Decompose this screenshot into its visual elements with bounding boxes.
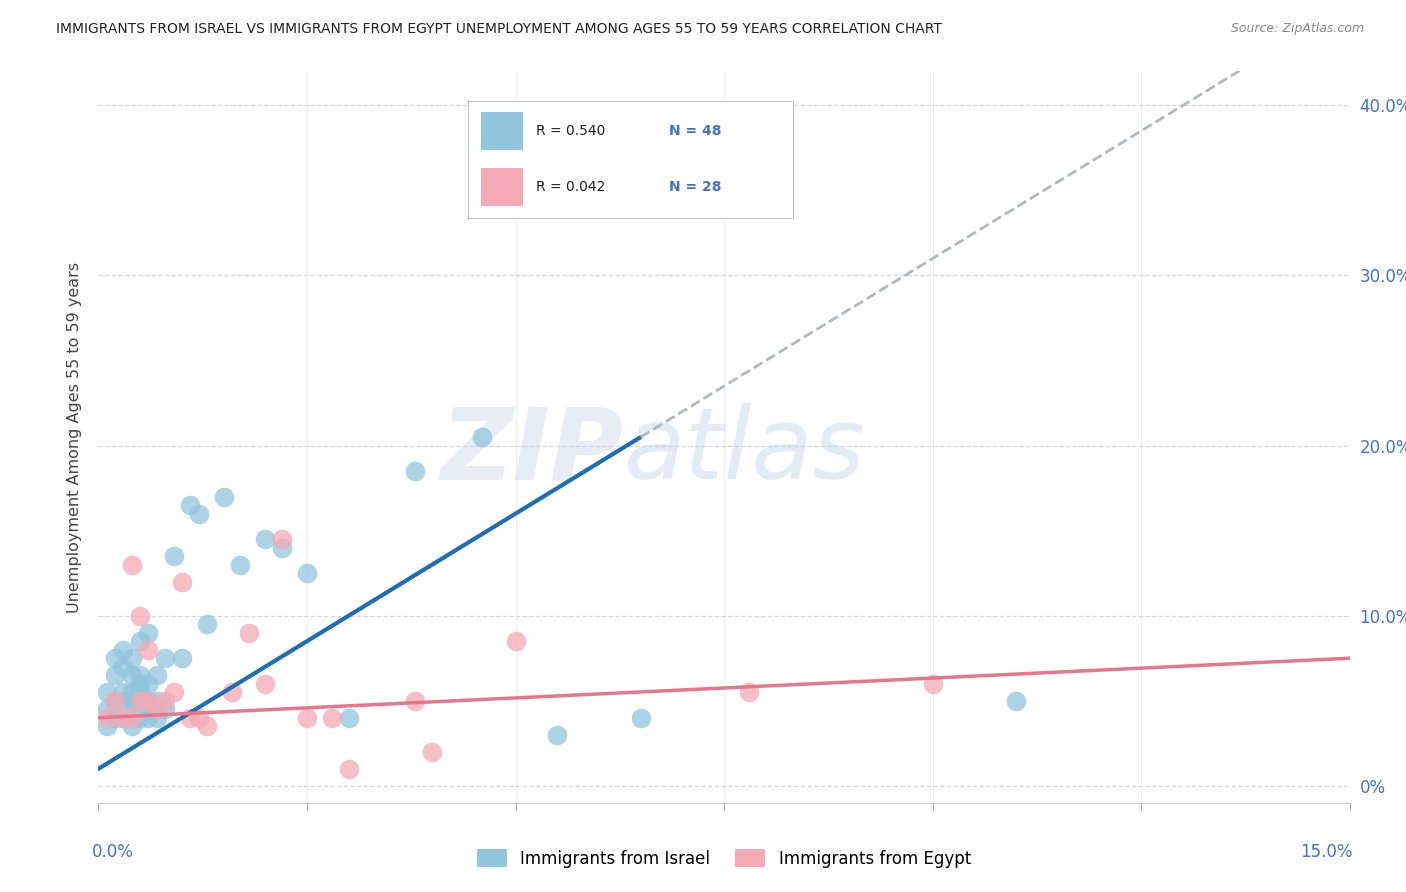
Point bbox=[129, 694, 152, 708]
Point bbox=[254, 532, 277, 546]
Point bbox=[96, 711, 118, 725]
Point bbox=[921, 677, 943, 691]
Point bbox=[96, 702, 118, 716]
Point bbox=[162, 549, 184, 563]
Point bbox=[404, 694, 426, 708]
Point bbox=[112, 685, 135, 699]
Text: Source: ZipAtlas.com: Source: ZipAtlas.com bbox=[1230, 22, 1364, 36]
Point bbox=[321, 711, 343, 725]
Point bbox=[1005, 694, 1028, 708]
Point bbox=[471, 430, 494, 444]
Legend: Immigrants from Israel, Immigrants from Egypt: Immigrants from Israel, Immigrants from … bbox=[477, 849, 972, 868]
Point bbox=[138, 677, 160, 691]
Point bbox=[505, 634, 527, 648]
Point bbox=[129, 634, 152, 648]
Point bbox=[129, 608, 152, 623]
Point bbox=[179, 711, 201, 725]
Point bbox=[121, 651, 143, 665]
Point bbox=[153, 702, 176, 716]
Point bbox=[738, 685, 761, 699]
Point bbox=[254, 677, 277, 691]
Point bbox=[138, 625, 160, 640]
Point bbox=[121, 558, 143, 572]
Text: IMMIGRANTS FROM ISRAEL VS IMMIGRANTS FROM EGYPT UNEMPLOYMENT AMONG AGES 55 TO 59: IMMIGRANTS FROM ISRAEL VS IMMIGRANTS FRO… bbox=[56, 22, 942, 37]
Point bbox=[146, 668, 169, 682]
Point bbox=[112, 694, 135, 708]
Point bbox=[104, 694, 127, 708]
Point bbox=[129, 711, 152, 725]
Point bbox=[121, 719, 143, 733]
Text: atlas: atlas bbox=[624, 403, 866, 500]
Text: ZIP: ZIP bbox=[441, 403, 624, 500]
Point bbox=[96, 719, 118, 733]
Point bbox=[129, 685, 152, 699]
Point bbox=[104, 651, 127, 665]
Point bbox=[138, 711, 160, 725]
Point bbox=[112, 711, 135, 725]
Point bbox=[104, 711, 127, 725]
Point bbox=[104, 668, 127, 682]
Point bbox=[138, 694, 160, 708]
Point bbox=[104, 694, 127, 708]
Point bbox=[129, 668, 152, 682]
Point bbox=[112, 659, 135, 673]
Point bbox=[229, 558, 252, 572]
Point bbox=[271, 532, 294, 546]
Point bbox=[337, 711, 360, 725]
Point bbox=[138, 694, 160, 708]
Point bbox=[146, 711, 169, 725]
Point bbox=[112, 711, 135, 725]
Point bbox=[129, 702, 152, 716]
Point bbox=[146, 694, 169, 708]
Point bbox=[546, 728, 568, 742]
Point bbox=[195, 617, 218, 632]
Y-axis label: Unemployment Among Ages 55 to 59 years: Unemployment Among Ages 55 to 59 years bbox=[66, 261, 82, 613]
Point bbox=[96, 685, 118, 699]
Point bbox=[630, 711, 652, 725]
Text: 15.0%: 15.0% bbox=[1301, 843, 1353, 861]
Point bbox=[187, 507, 209, 521]
Point bbox=[295, 711, 318, 725]
Text: 0.0%: 0.0% bbox=[91, 843, 134, 861]
Point bbox=[170, 651, 193, 665]
Point bbox=[337, 762, 360, 776]
Point bbox=[295, 566, 318, 581]
Point bbox=[146, 702, 169, 716]
Point bbox=[121, 668, 143, 682]
Point bbox=[271, 541, 294, 555]
Point bbox=[238, 625, 260, 640]
Point bbox=[170, 574, 193, 589]
Point bbox=[121, 711, 143, 725]
Point bbox=[153, 694, 176, 708]
Point bbox=[121, 685, 143, 699]
Point bbox=[212, 490, 235, 504]
Point bbox=[138, 642, 160, 657]
Point bbox=[129, 677, 152, 691]
Point bbox=[153, 651, 176, 665]
Point bbox=[162, 685, 184, 699]
Point bbox=[420, 745, 443, 759]
Point bbox=[195, 719, 218, 733]
Point bbox=[121, 694, 143, 708]
Point bbox=[112, 642, 135, 657]
Point bbox=[404, 464, 426, 478]
Point bbox=[179, 498, 201, 512]
Point bbox=[187, 711, 209, 725]
Point bbox=[221, 685, 243, 699]
